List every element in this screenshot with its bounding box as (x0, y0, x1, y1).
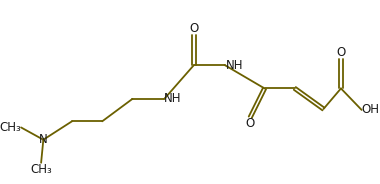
Text: NH: NH (164, 92, 182, 105)
Text: CH₃: CH₃ (0, 121, 21, 134)
Text: NH: NH (226, 59, 243, 72)
Text: N: N (39, 133, 48, 146)
Text: CH₃: CH₃ (30, 163, 52, 176)
Text: OH: OH (362, 103, 380, 116)
Text: O: O (189, 22, 198, 35)
Text: O: O (245, 117, 255, 130)
Text: O: O (336, 46, 345, 59)
